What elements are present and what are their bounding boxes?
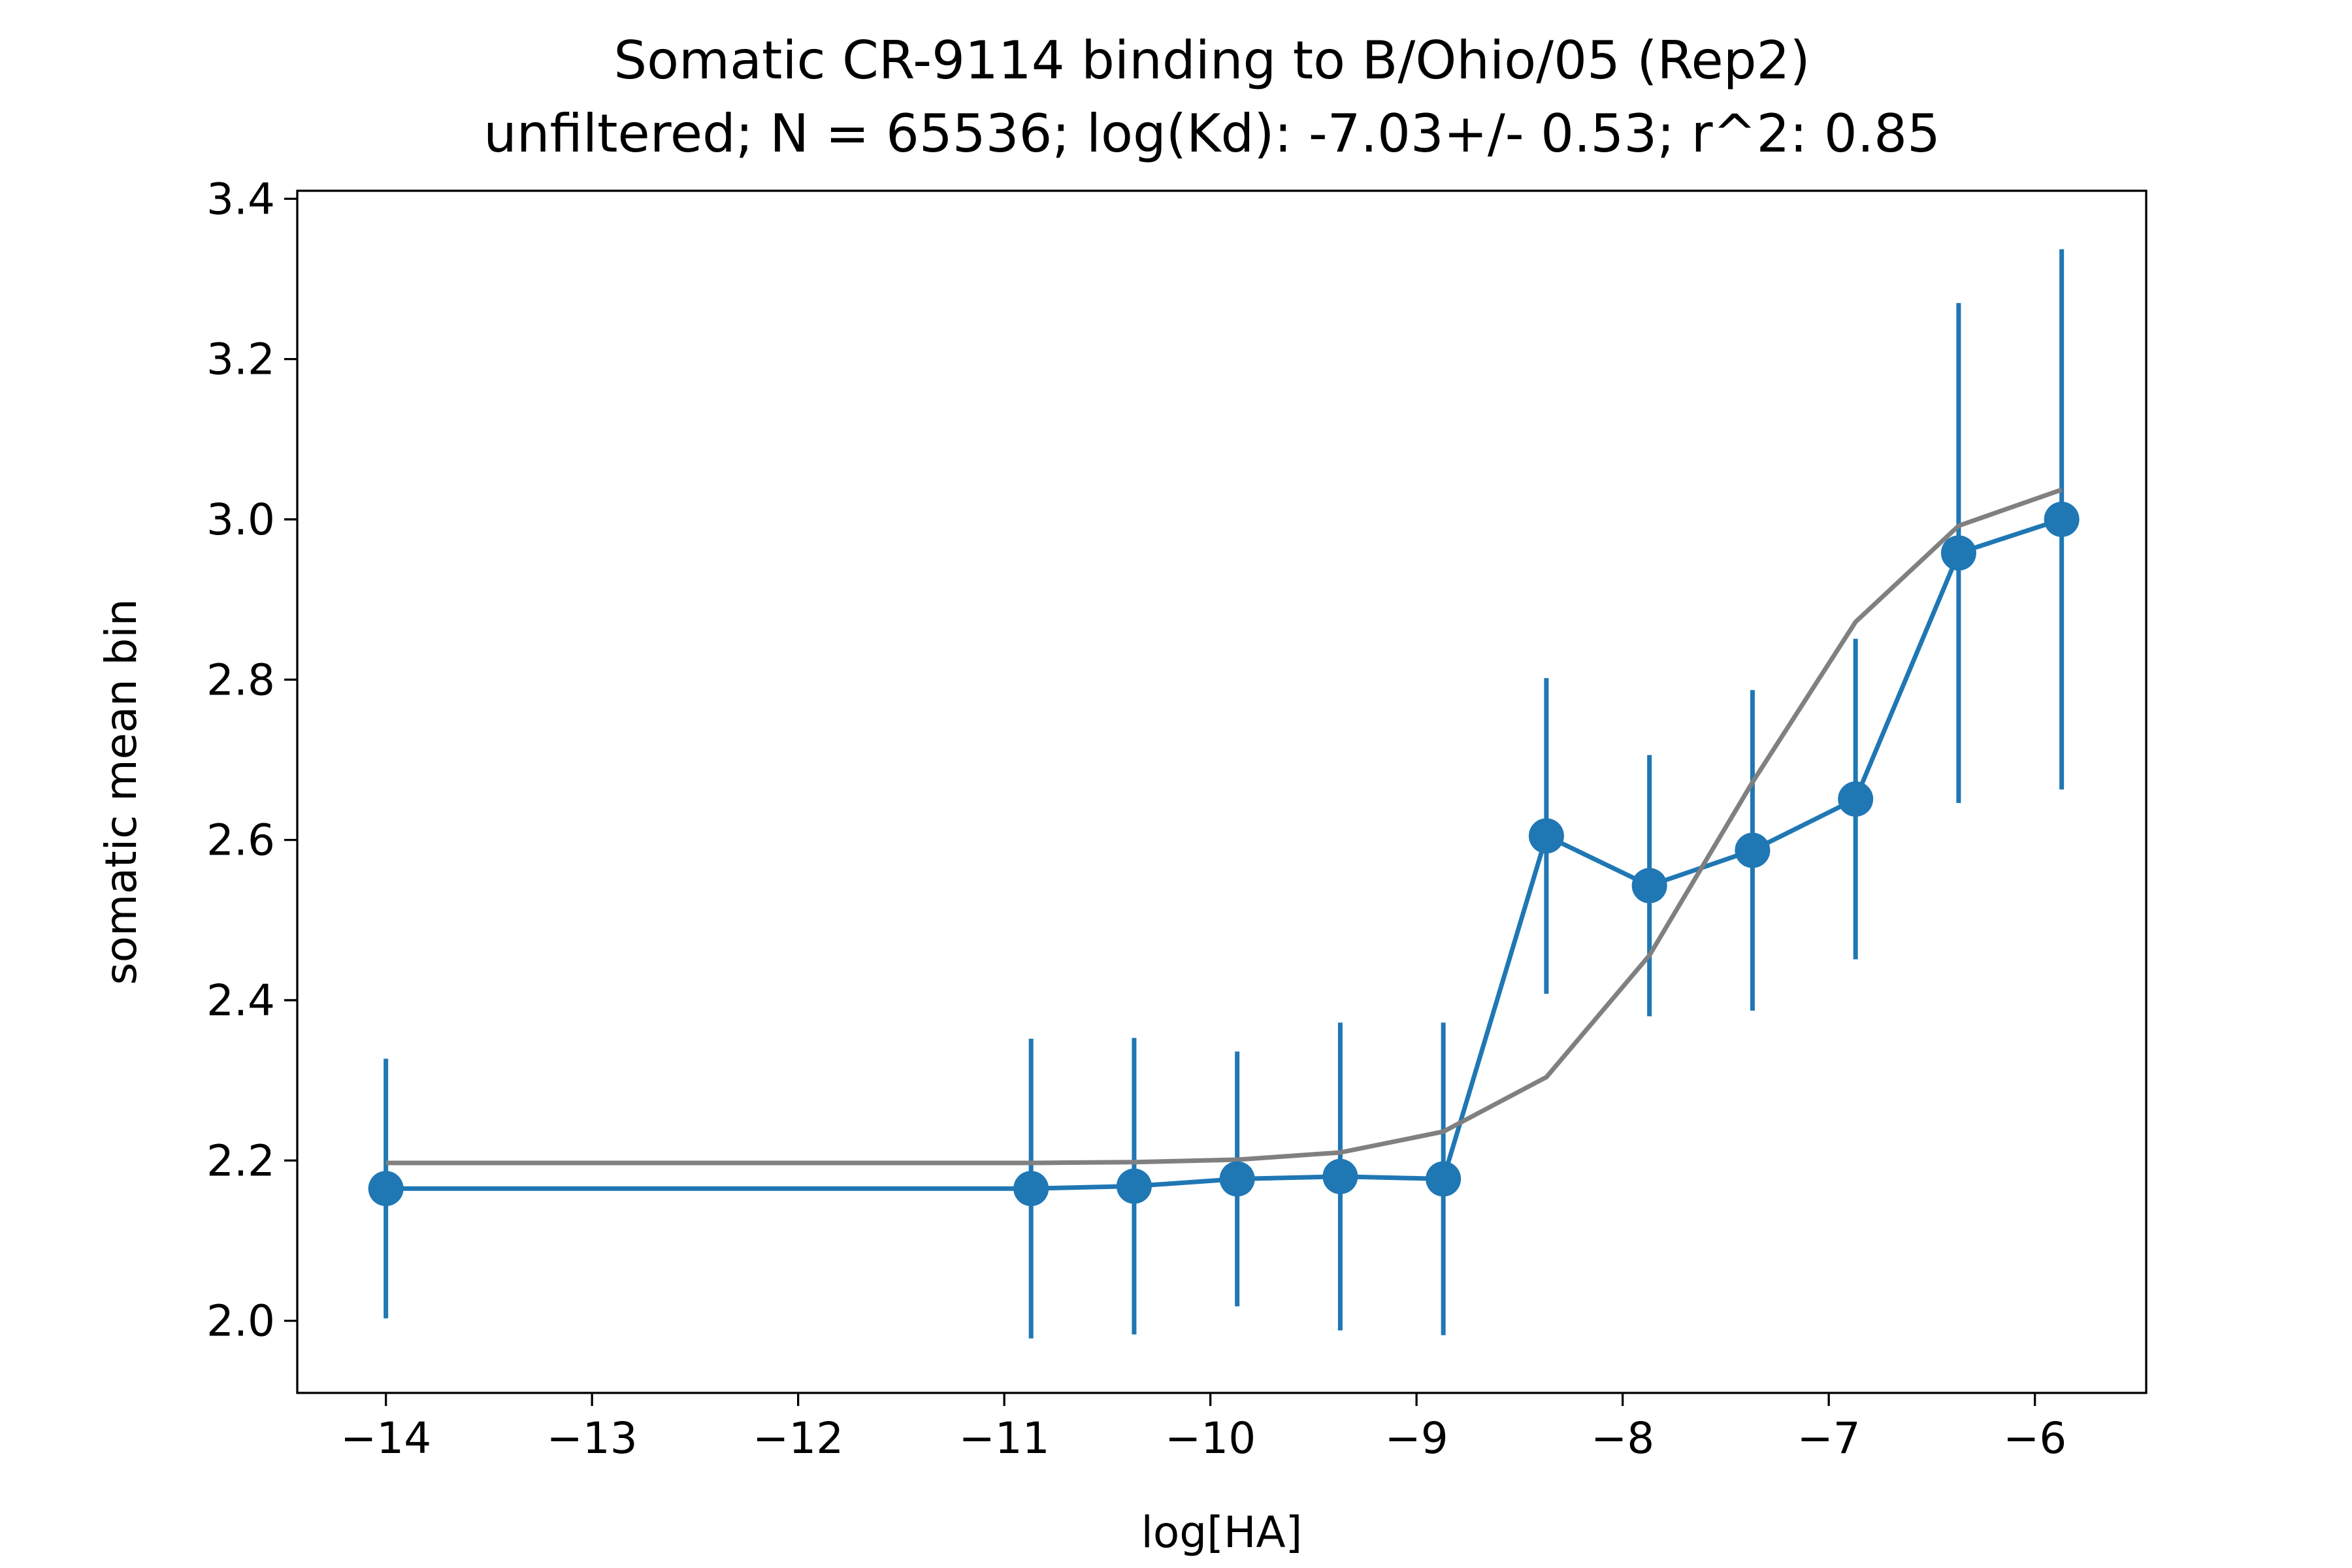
data-point (1528, 818, 1564, 854)
x-tick-label: −10 (1165, 1413, 1256, 1463)
x-tick-label: −6 (2003, 1413, 2066, 1463)
y-axis-label: somatic mean bin (96, 598, 146, 985)
x-tick-label: −14 (340, 1413, 431, 1463)
x-tick-label: −12 (753, 1413, 843, 1463)
data-point (368, 1171, 404, 1207)
y-tick-label: 3.4 (206, 174, 275, 224)
x-tick-label: −7 (1797, 1413, 1860, 1463)
data-point (1116, 1168, 1152, 1204)
x-axis: −14 −13 −12 −11 −10 −9 −8 −7 −6 (340, 1393, 2066, 1463)
x-tick-label: −8 (1591, 1413, 1654, 1463)
data-point (1631, 868, 1667, 904)
x-axis-label: log[HA] (1141, 1507, 1303, 1558)
x-tick-label: −11 (959, 1413, 1050, 1463)
axes-frame (296, 189, 2148, 1394)
fit-curve-line (385, 487, 2063, 1166)
y-tick-label: 3.2 (206, 335, 275, 385)
data-point (1322, 1158, 1358, 1194)
y-tick-label: 2.0 (206, 1296, 275, 1347)
chart-subtitle: unfiltered; N = 65536; log(Kd): -7.03+/-… (483, 103, 1940, 164)
chart-title: Somatic CR-9114 binding to B/Ohio/05 (Re… (613, 30, 1810, 91)
data-point (1426, 1161, 1462, 1197)
data-point (2044, 501, 2080, 537)
plot-area (368, 249, 2080, 1339)
y-tick-label: 2.2 (206, 1135, 275, 1186)
data-point (1013, 1171, 1049, 1207)
y-tick-label: 2.8 (206, 655, 275, 705)
data-point (1940, 535, 1976, 571)
y-axis: 2.0 2.2 2.4 2.6 2.8 3.0 3.2 3.4 (206, 174, 297, 1347)
data-point (1735, 832, 1771, 868)
y-tick-label: 2.4 (206, 975, 275, 1026)
data-point (1219, 1161, 1255, 1197)
y-tick-label: 2.6 (206, 815, 275, 866)
data-point (1838, 781, 1874, 817)
x-tick-label: −13 (547, 1413, 638, 1463)
x-tick-label: −9 (1384, 1413, 1448, 1463)
y-tick-label: 3.0 (206, 495, 275, 545)
